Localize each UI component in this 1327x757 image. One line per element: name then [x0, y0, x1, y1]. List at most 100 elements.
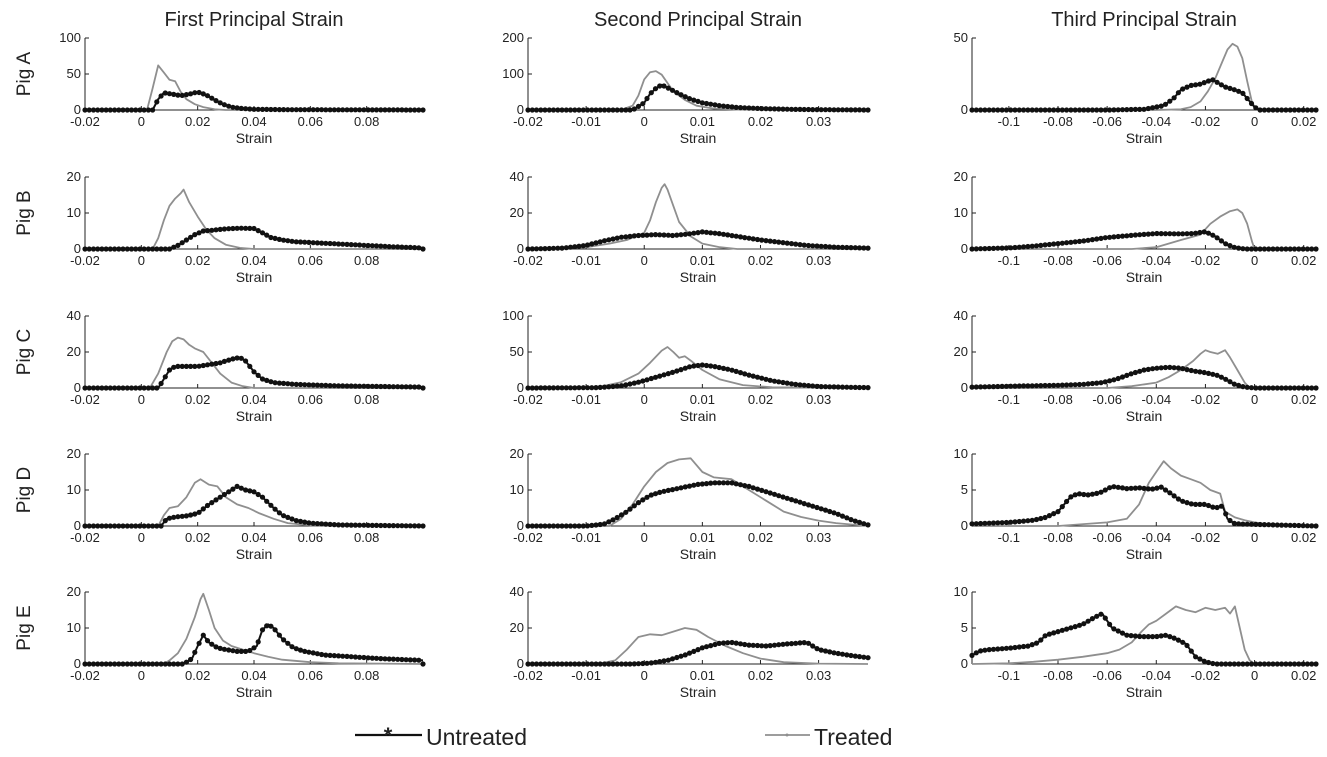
untreated-marker: [1145, 486, 1151, 492]
untreated-marker: [776, 379, 782, 385]
untreated-marker: [1167, 231, 1173, 237]
untreated-marker: [999, 107, 1005, 113]
untreated-marker: [703, 481, 710, 487]
untreated-marker: [412, 523, 418, 529]
x-tick-label: 0.03: [806, 114, 831, 129]
untreated-marker: [323, 521, 329, 527]
untreated-marker: [712, 364, 718, 370]
untreated-marker: [1154, 633, 1160, 640]
untreated-marker: [293, 107, 299, 113]
untreated-marker: [306, 107, 312, 113]
untreated-marker: [217, 100, 223, 106]
untreated-marker: [793, 381, 799, 387]
untreated-marker: [1132, 232, 1138, 238]
untreated-marker: [614, 383, 620, 389]
untreated-marker: [1124, 486, 1130, 492]
series-untreated-markers: [82, 89, 426, 113]
untreated-marker: [166, 367, 173, 373]
untreated-marker: [1266, 385, 1272, 391]
untreated-marker: [1162, 231, 1169, 237]
untreated-marker: [1205, 78, 1212, 84]
untreated-marker: [289, 107, 295, 113]
untreated-marker: [1141, 485, 1147, 491]
untreated-marker: [839, 384, 846, 390]
untreated-marker: [644, 95, 650, 102]
untreated-marker: [1175, 637, 1181, 643]
untreated-marker: [1064, 382, 1070, 388]
x-tick-label: 0.02: [185, 114, 210, 129]
untreated-marker: [1115, 107, 1121, 113]
untreated-marker: [213, 98, 219, 104]
untreated-marker: [720, 103, 727, 109]
series-treated-line: [527, 183, 868, 250]
untreated-marker: [179, 513, 185, 519]
untreated-marker: [120, 107, 126, 113]
untreated-marker: [352, 242, 358, 248]
untreated-marker: [542, 107, 548, 113]
untreated-marker: [344, 241, 350, 247]
untreated-marker: [1244, 521, 1250, 527]
untreated-marker: [1197, 501, 1203, 507]
untreated-marker: [1128, 485, 1134, 491]
y-tick-label: 20: [67, 169, 81, 184]
untreated-marker: [141, 385, 147, 391]
untreated-marker: [357, 654, 363, 660]
untreated-marker: [593, 522, 599, 528]
untreated-marker: [1038, 383, 1044, 389]
untreated-marker: [103, 107, 109, 113]
untreated-marker: [420, 385, 426, 391]
untreated-marker: [1141, 367, 1147, 373]
untreated-marker: [1154, 485, 1160, 491]
untreated-marker: [133, 107, 139, 113]
untreated-marker: [1283, 661, 1289, 667]
untreated-marker: [251, 225, 257, 232]
untreated-marker: [835, 107, 841, 113]
untreated-marker: [399, 244, 405, 250]
untreated-marker: [162, 374, 168, 380]
untreated-marker: [166, 661, 173, 667]
x-tick-label: 0: [1251, 253, 1258, 268]
untreated-marker: [848, 384, 854, 390]
untreated-marker: [822, 243, 829, 250]
x-tick-label: 0.03: [806, 392, 831, 407]
untreated-marker: [865, 385, 871, 391]
x-tick-label: 0.01: [690, 530, 715, 545]
untreated-marker: [865, 245, 871, 251]
untreated-marker: [995, 520, 1001, 526]
untreated-marker: [793, 106, 799, 112]
untreated-marker: [1162, 632, 1169, 638]
untreated-marker: [550, 385, 557, 391]
untreated-marker: [1240, 246, 1246, 252]
x-tick-label: 0.02: [748, 530, 773, 545]
untreated-marker: [763, 376, 769, 382]
untreated-marker: [183, 237, 189, 243]
x-tick-label: -0.1: [998, 392, 1020, 407]
untreated-marker: [319, 651, 325, 658]
untreated-marker: [822, 648, 829, 654]
untreated-marker: [1021, 244, 1027, 250]
untreated-marker: [1119, 233, 1126, 239]
x-axis-label: Strain: [1126, 408, 1163, 424]
x-tick-label: 0.02: [748, 253, 773, 268]
untreated-marker: [196, 509, 202, 515]
untreated-marker: [390, 384, 396, 390]
untreated-marker: [1012, 644, 1018, 651]
untreated-marker: [276, 632, 282, 638]
untreated-marker: [805, 640, 812, 646]
untreated-marker: [593, 240, 599, 246]
untreated-marker: [221, 102, 227, 108]
x-axis-label: Strain: [236, 684, 273, 700]
untreated-marker: [1064, 626, 1070, 632]
untreated-marker: [179, 661, 185, 667]
untreated-marker: [525, 661, 531, 667]
untreated-marker: [234, 483, 240, 489]
untreated-marker: [382, 383, 388, 390]
untreated-marker: [344, 522, 350, 528]
y-tick-label: 100: [59, 30, 81, 45]
untreated-marker: [589, 522, 595, 529]
untreated-marker: [767, 377, 773, 383]
untreated-marker: [86, 246, 92, 252]
untreated-marker: [306, 239, 312, 245]
untreated-marker: [1210, 660, 1216, 667]
